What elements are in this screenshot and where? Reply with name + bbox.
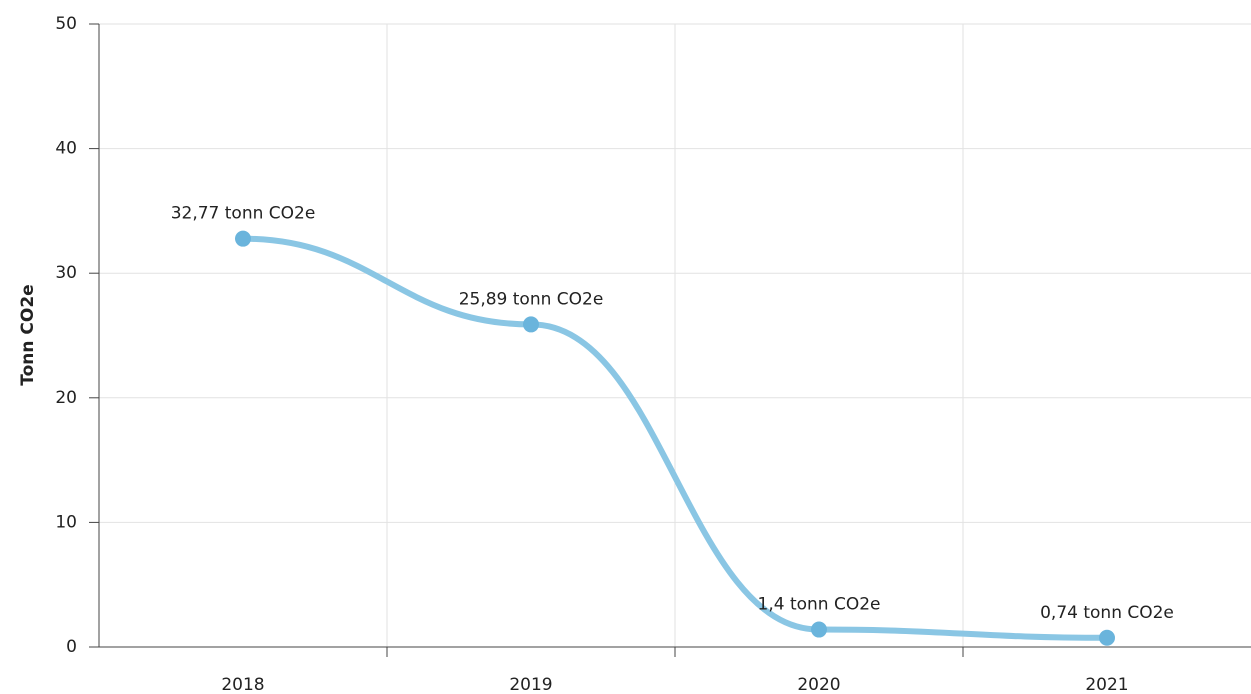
- data-label: 0,74 tonn CO2e: [1040, 603, 1174, 623]
- marker: [523, 316, 539, 333]
- x-tick-label: 2018: [221, 675, 264, 694]
- data-label: 25,89 tonn CO2e: [459, 289, 604, 309]
- x-tick-label: 2021: [1085, 675, 1128, 694]
- y-axis-label: Tonn CO2e: [18, 284, 38, 385]
- x-tick-label: 2019: [509, 675, 552, 694]
- y-tick-label: 50: [55, 14, 77, 34]
- y-tick-label: 40: [55, 139, 77, 159]
- marker: [235, 230, 251, 247]
- x-tick-label: 2020: [797, 675, 840, 694]
- y-tick-label: 20: [55, 388, 77, 408]
- line: [240, 235, 1110, 641]
- data-label: 32,77 tonn CO2e: [171, 204, 316, 224]
- y-tick-label: 30: [55, 263, 77, 283]
- y-tick-label: 0: [66, 637, 77, 657]
- marker: [1099, 629, 1115, 646]
- y-tick-label: 10: [55, 512, 77, 532]
- marker: [811, 621, 827, 638]
- data-label: 1,4 tonn CO2e: [758, 595, 881, 615]
